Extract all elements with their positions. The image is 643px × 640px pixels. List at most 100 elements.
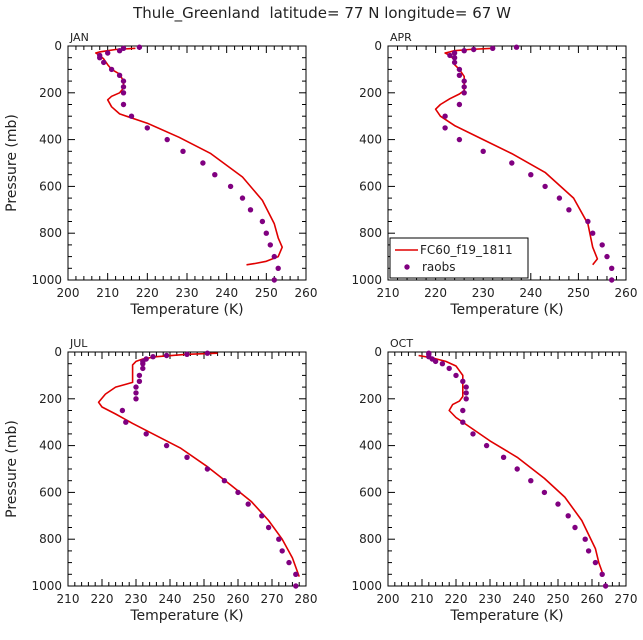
jan-raobs-point [267, 242, 273, 248]
legend-model-label: FC60_f19_1811 [420, 243, 513, 257]
jan-ytick-label: 1000 [31, 273, 62, 287]
apr-ytick-label: 0 [374, 39, 382, 53]
jan-raobs-point [239, 195, 246, 201]
jan-raobs-point [120, 101, 127, 108]
apr-raobs-point [451, 59, 458, 66]
oct-xtick-label: 200 [377, 592, 400, 606]
chart-jan: 200 210 220 230 240 250 260 0 200 400 600 800 1000 JA… [4, 31, 317, 318]
oct-xtick-label: 260 [581, 592, 604, 606]
jan-xtick-label: 260 [295, 286, 318, 300]
apr-raobs-point [490, 45, 496, 51]
jan-panel-label: JAN [69, 31, 89, 44]
oct-raobs-point [460, 378, 466, 384]
jul-raobs-point [133, 396, 139, 402]
apr-xtick-label: 220 [424, 286, 447, 300]
jan-raobs-point [97, 55, 103, 61]
jul-raobs-points [119, 350, 299, 589]
oct-raobs-point [483, 442, 490, 449]
jan-xtick-label: 220 [136, 286, 159, 300]
jul-raobs-point [286, 559, 292, 566]
oct-raobs-point [555, 501, 561, 507]
jan-raobs-point [116, 72, 123, 79]
apr-raobs-point [599, 242, 605, 248]
apr-xtick-label: 260 [615, 286, 638, 300]
jan-raobs-point [271, 253, 277, 260]
jul-xtick-label: 280 [295, 592, 318, 606]
oct-raobs-point [585, 548, 592, 554]
jan-raobs-point [101, 59, 107, 66]
jul-ytick-label: 1000 [31, 579, 62, 593]
jul-raobs-point [276, 536, 282, 542]
jul-raobs-point [204, 350, 211, 356]
jul-raobs-point [143, 431, 149, 437]
jan-raobs-point [263, 230, 269, 236]
jan-raobs-point [108, 66, 115, 73]
apr-raobs-points [442, 44, 615, 283]
jul-ytick-label: 600 [39, 485, 62, 499]
jan-xtick-label: 230 [176, 286, 199, 300]
apr-raobs-point [456, 72, 463, 79]
apr-raobs-point [509, 160, 515, 166]
apr-raobs-point [590, 230, 596, 236]
oct-ytick-label: 800 [359, 532, 382, 546]
apr-raobs-point [556, 195, 563, 201]
oct-ytick-label: 200 [359, 392, 382, 406]
oct-raobs-point [514, 466, 520, 472]
jan-raobs-points [97, 44, 281, 283]
jan-raobs-point [247, 207, 254, 213]
oct-raobs-point [446, 365, 452, 372]
jul-xtick-label: 270 [261, 592, 284, 606]
oct-xtick-label: 270 [615, 592, 638, 606]
oct-raobs-point [463, 390, 469, 396]
jan-raobs-point [105, 50, 111, 56]
jul-raobs-point [293, 571, 299, 577]
jul-raobs-point [259, 513, 265, 519]
oct-xtick-label: 250 [547, 592, 570, 606]
oct-raobs-point [582, 536, 588, 542]
apr-raobs-point [609, 265, 615, 271]
oct-xtick-label: 230 [479, 592, 502, 606]
oct-xtick-label: 240 [513, 592, 536, 606]
oct-raobs-point [463, 396, 469, 402]
jul-ylabel: Pressure (mb) [4, 420, 20, 518]
jan-xtick-label: 200 [57, 286, 80, 300]
oct-raobs-point [439, 361, 446, 367]
jul-raobs-point [235, 489, 241, 496]
jul-raobs-point [140, 365, 146, 372]
jul-raobs-point [119, 407, 126, 414]
jul-model-line [97, 352, 300, 577]
legend-box [389, 237, 529, 279]
oct-raobs-point [460, 407, 466, 414]
jul-xtick-label: 210 [57, 592, 80, 606]
jan-raobs-point [275, 265, 281, 271]
legend-raobs-swatch [404, 264, 410, 270]
jul-ytick-label: 200 [39, 392, 62, 406]
oct-raobs-point [432, 358, 439, 365]
apr-raobs-point [461, 78, 467, 84]
oct-raobs-point [602, 583, 609, 589]
oct-raobs-point [460, 419, 466, 425]
apr-model-line [434, 47, 599, 266]
oct-raobs-point [599, 571, 605, 577]
chart-jul: 210 220 230 240 250 260 270 280 0 200 400 600 800 100… [4, 337, 317, 624]
jul-ytick-label: 0 [54, 345, 62, 359]
jan-raobs-point [180, 148, 186, 154]
apr-raobs-point [513, 44, 520, 50]
oct-xtick-label: 220 [445, 592, 468, 606]
jul-raobs-point [245, 501, 251, 507]
jan-ytick-label: 0 [54, 39, 62, 53]
oct-ytick-label: 1000 [351, 579, 382, 593]
jul-raobs-point [279, 548, 285, 554]
jan-xlabel: Temperature (K) [129, 302, 243, 318]
apr-xtick-label: 230 [472, 286, 495, 300]
jan-raobs-point [212, 172, 218, 178]
jul-raobs-point [204, 466, 211, 472]
apr-raobs-point [528, 172, 534, 178]
apr-raobs-point [447, 52, 453, 59]
jul-raobs-point [133, 384, 139, 390]
jan-raobs-point [120, 78, 127, 84]
jan-raobs-point [120, 84, 127, 90]
oct-raobs-point [572, 524, 578, 531]
apr-raobs-point [442, 125, 448, 131]
